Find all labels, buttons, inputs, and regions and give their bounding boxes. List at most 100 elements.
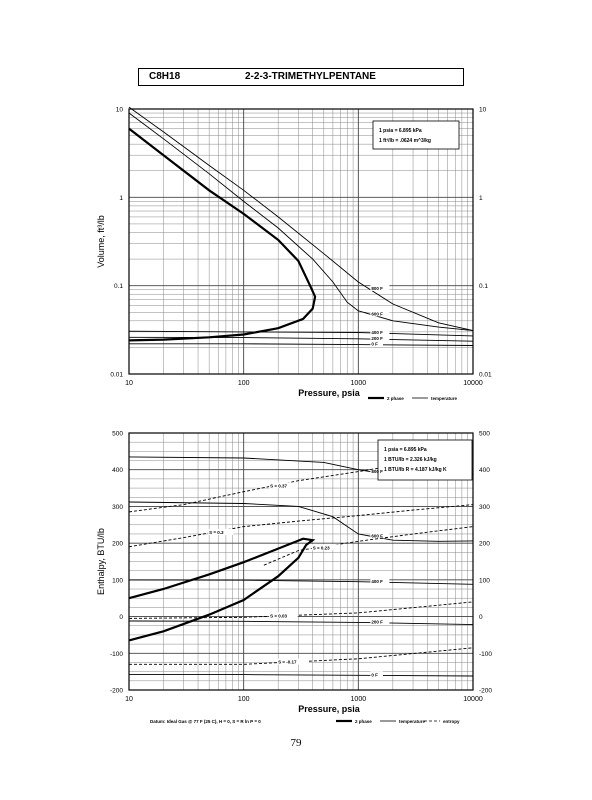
series-2-phase	[128, 127, 317, 342]
legend-entry: 2 phase	[387, 396, 404, 401]
conversion-text: 1 psia = 6.895 kPa	[379, 128, 422, 134]
series-0-f	[129, 674, 474, 677]
legend-entry: temperature	[399, 719, 426, 724]
y-tick-label-left: 100	[112, 577, 123, 584]
conversion-text: 1 BTU/lb R = 4.187 kJ/kg K	[384, 467, 447, 473]
page-number: 79	[290, 737, 302, 749]
header-formula: C8H18	[149, 71, 181, 82]
x-tick-label: 1000	[351, 380, 367, 387]
x-tick-label: 10000	[463, 696, 483, 703]
series-0-f	[129, 343, 474, 346]
series-label: 0 F	[371, 672, 378, 677]
series-label-bg	[277, 658, 309, 665]
x-tick-label: 100	[238, 380, 250, 387]
y-tick-label-right: 1	[479, 195, 483, 202]
x-tick-label: 10	[125, 696, 133, 703]
series-label: S = 0.37	[270, 483, 287, 488]
series-label: 0 F	[371, 342, 378, 347]
x-tick-label: 10	[125, 380, 133, 387]
y-tick-label-right: 0.01	[479, 372, 492, 379]
y-axis-label: Volume, ft³/lb	[96, 215, 106, 268]
legend-entry: 2 phase	[355, 719, 372, 724]
y-tick-label-left: 200	[112, 541, 123, 548]
series-label: 200 F	[371, 336, 383, 341]
conversion-box	[377, 439, 473, 481]
series-label-bg	[370, 284, 390, 291]
series-label: 400 F	[371, 579, 383, 584]
chart-1-volume	[128, 106, 474, 400]
x-axis-label: Pressure, psia	[298, 388, 361, 398]
y-tick-label-left: -100	[110, 651, 123, 658]
y-tick-label-right: 200	[479, 541, 490, 548]
y-tick-label-left: 500	[112, 431, 123, 438]
series-label-bg	[311, 544, 341, 551]
series-label-bg	[370, 577, 390, 584]
conversion-text: 1 BTU/lb = 2.326 kJ/kg	[384, 457, 437, 463]
conversion-text: 1 ft³/lb = .0624 m^3/kg	[379, 138, 431, 144]
series-label-bg	[208, 528, 234, 535]
series-400-f	[128, 579, 474, 585]
y-tick-label-right: 0.1	[479, 283, 488, 290]
datum-footnote: Datum: Ideal Gas @ 77 F (25 C), H = 0, S…	[150, 719, 261, 724]
series-label: S = -0.17	[278, 660, 297, 665]
series-label-bg	[370, 340, 383, 347]
series-label: 800 F	[371, 469, 383, 474]
y-tick-label-right: 300	[479, 504, 490, 511]
y-tick-label-right: 0	[479, 614, 483, 621]
series-label-bg	[269, 612, 298, 619]
series-label: S = 0.3	[209, 530, 224, 535]
y-tick-label-right: 400	[479, 467, 490, 474]
series-label-bg	[370, 618, 390, 625]
series-s-0-3	[128, 504, 474, 548]
series-s-0-03	[128, 601, 474, 619]
legend-entry: temperature	[431, 396, 458, 401]
plot-frame	[128, 432, 474, 691]
legend-entry: entropy	[443, 719, 460, 724]
series-s-0-23	[263, 526, 474, 566]
y-tick-label-left: 1	[119, 195, 123, 202]
y-tick-label-left: 400	[112, 467, 123, 474]
plot-frame	[128, 108, 474, 375]
y-tick-label-left: 0.01	[110, 372, 123, 379]
y-tick-label-right: 100	[479, 577, 490, 584]
x-tick-label: 10000	[463, 380, 483, 387]
y-tick-label-left: 10	[116, 107, 124, 114]
series-200-f	[128, 336, 474, 342]
y-tick-label-left: 0.1	[114, 283, 123, 290]
series-800-f	[128, 106, 474, 332]
series-2-phase	[128, 537, 316, 642]
y-tick-label-right: 500	[479, 431, 490, 438]
chart-2-enthalpy	[128, 432, 474, 723]
x-axis-label: Pressure, psia	[298, 704, 361, 714]
series-600-f	[128, 501, 474, 542]
series-label: S = 0.03	[270, 613, 287, 618]
header-compound-name: 2-2-3-TRIMETHYLPENTANE	[245, 71, 376, 82]
series-label: 600 F	[371, 311, 383, 316]
x-tick-label: 1000	[351, 696, 367, 703]
series-600-f	[128, 112, 474, 332]
series-label: 600 F	[371, 533, 383, 538]
series-400-f	[128, 330, 474, 337]
y-axis-label: Enthalpy, BTU/lb	[96, 528, 106, 595]
y-tick-label-right: 10	[479, 107, 487, 114]
conversion-text: 1 psia = 6.895 kPa	[384, 447, 427, 453]
series-label-bg	[370, 671, 383, 678]
y-tick-label-left: 0	[119, 614, 123, 621]
conversion-box	[372, 120, 460, 150]
series-label-bg	[370, 335, 390, 342]
series-label-bg	[269, 482, 298, 489]
series-s-0-37	[128, 454, 474, 513]
x-tick-label: 100	[238, 696, 250, 703]
header-box: C8H18 2-2-3-TRIMETHYLPENTANE	[138, 68, 464, 86]
series-label: 800 F	[371, 286, 383, 291]
series-label: 400 F	[371, 330, 383, 335]
y-tick-label-left: 300	[112, 504, 123, 511]
y-tick-label-right: -100	[479, 651, 492, 658]
y-tick-label-left: -200	[110, 688, 123, 695]
series-200-f	[128, 620, 474, 626]
series-label: S = 0.23	[313, 545, 330, 550]
series-label-bg	[370, 328, 390, 335]
series-label-bg	[370, 532, 390, 539]
series-label: 200 F	[371, 620, 383, 625]
